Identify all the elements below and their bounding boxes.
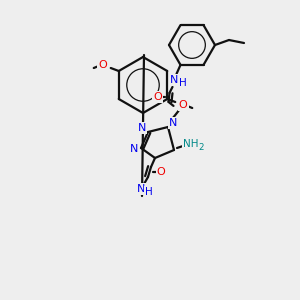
Text: O: O [98, 60, 107, 70]
Text: N: N [137, 184, 145, 194]
Text: N: N [138, 123, 146, 133]
Text: N: N [169, 118, 177, 128]
Text: 2: 2 [198, 143, 204, 152]
Text: N: N [130, 144, 138, 154]
Text: O: O [157, 167, 165, 177]
Text: H: H [145, 187, 153, 197]
Text: O: O [179, 100, 188, 110]
Text: O: O [153, 92, 162, 102]
Text: H: H [178, 78, 186, 88]
Text: N: N [170, 75, 179, 85]
Text: NH: NH [183, 139, 199, 149]
